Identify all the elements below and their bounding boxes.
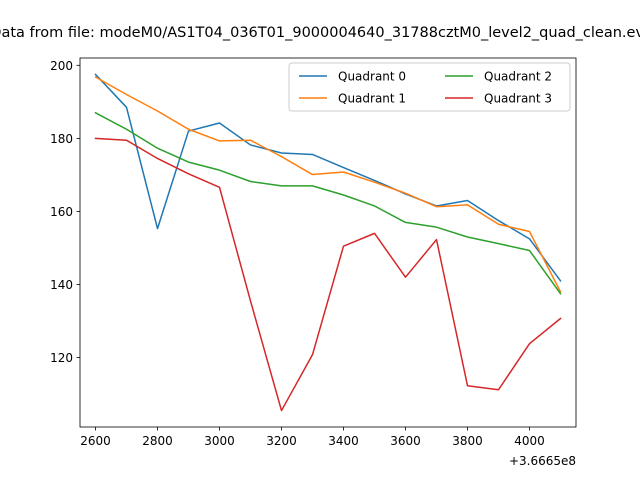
plot-area: [80, 58, 576, 427]
y-tick-label: 180: [50, 132, 73, 146]
y-tick-label: 140: [50, 278, 73, 292]
series-line-quadrant-2: [94, 111, 562, 295]
y-tick-label: 200: [50, 59, 73, 73]
legend-label-quadrant-0: Quadrant 0: [338, 70, 406, 84]
chart-title: Data from file: modeM0/AS1T04_036T01_900…: [0, 25, 640, 41]
legend-label-quadrant-2: Quadrant 2: [484, 70, 552, 84]
series-line-quadrant-0: [94, 73, 562, 282]
x-tick-label: 3000: [204, 434, 235, 448]
x-tick-label: 2600: [80, 434, 111, 448]
legend-label-quadrant-1: Quadrant 1: [338, 92, 406, 106]
x-tick-label: 4000: [514, 434, 545, 448]
x-tick-label: 2800: [142, 434, 173, 448]
x-tick-label: 3400: [328, 434, 359, 448]
axes-layer: 2600 2800 3000 3200 3400 3600 3800 4000 120 140 16…: [50, 57, 577, 448]
x-offset-label: +3.6665e8: [509, 454, 576, 468]
x-tick-label: 3600: [390, 434, 421, 448]
series-layer: [94, 73, 562, 412]
y-tick-label: 160: [50, 205, 73, 219]
legend-label-quadrant-3: Quadrant 3: [484, 92, 552, 106]
series-line-quadrant-3: [94, 137, 562, 412]
x-tick-label: 3200: [266, 434, 297, 448]
axes-frame: [79, 57, 577, 428]
x-tick-label: 3800: [452, 434, 483, 448]
legend: Quadrant 0 Quadrant 1 Quadrant 2 Quadrant 3: [288, 62, 571, 112]
legend-box: [288, 62, 571, 112]
y-tick-label: 120: [50, 351, 73, 365]
series-line-quadrant-1: [94, 75, 562, 293]
